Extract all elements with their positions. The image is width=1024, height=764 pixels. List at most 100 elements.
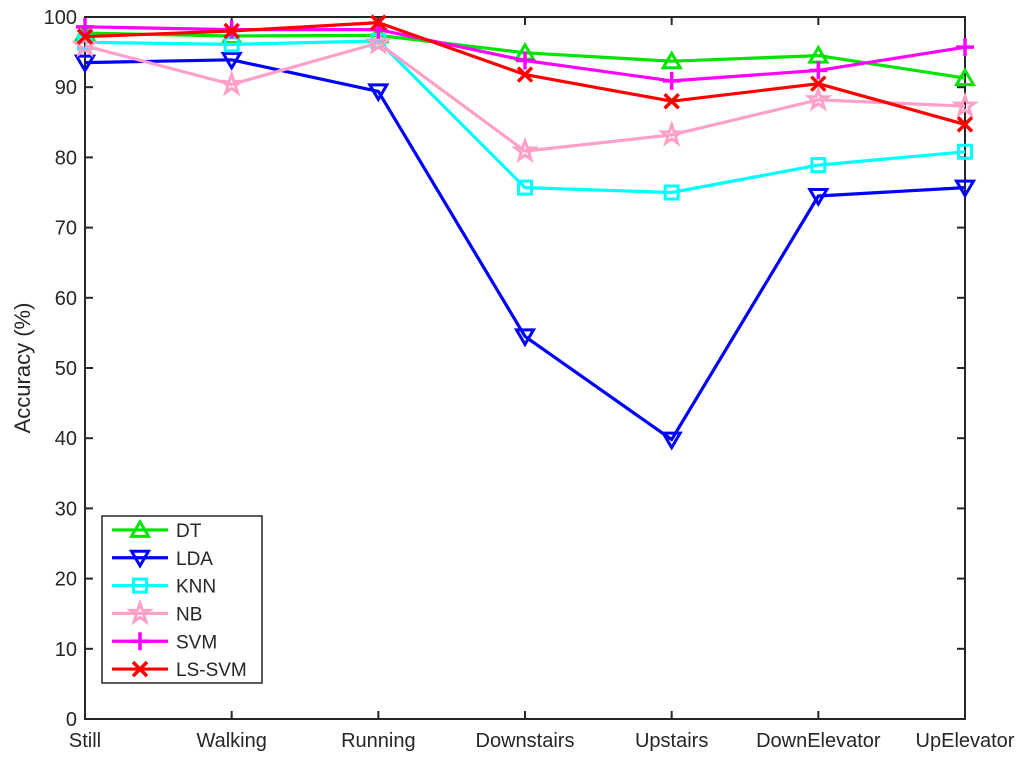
square-shape <box>517 179 533 196</box>
triangle-down-marker <box>128 549 152 569</box>
triangle-down-marker <box>220 51 243 71</box>
y-tick-label: 70 <box>55 218 77 240</box>
y-tick-label: 20 <box>55 569 77 591</box>
legend-label-LS-SVM: LS-SVM <box>176 660 247 681</box>
y-axis-label: Accuracy (%) <box>10 303 35 434</box>
plus-marker <box>809 61 828 80</box>
y-tick-label: 30 <box>55 498 77 520</box>
x-tick-label: Still <box>69 730 101 752</box>
plus-shape <box>516 51 534 70</box>
triangle-down-shape <box>807 188 830 207</box>
x-tick-label: Running <box>341 730 416 752</box>
plus-shape <box>131 632 149 651</box>
x-marker <box>76 28 94 45</box>
x-shape <box>516 66 534 83</box>
triangle-down-marker <box>953 179 977 199</box>
y-tick-label: 50 <box>55 358 77 380</box>
star-shape <box>657 120 686 147</box>
square-shape <box>810 157 827 174</box>
x-shape <box>223 22 240 40</box>
triangle-down-marker <box>513 328 537 348</box>
x-tick-label: UpElevator <box>916 730 1015 752</box>
star-marker <box>951 91 979 118</box>
star-shape <box>217 69 246 97</box>
square-marker <box>517 179 533 196</box>
y-tick-label: 90 <box>55 77 77 99</box>
x-marker <box>663 93 680 110</box>
legend-label-LDA: LDA <box>176 549 213 570</box>
star-shape <box>951 91 979 118</box>
star-marker <box>364 28 393 55</box>
triangle-down-shape <box>128 549 152 569</box>
y-tick-label: 0 <box>66 709 77 731</box>
triangle-up-marker <box>953 67 977 87</box>
series-line-NB <box>84 41 966 153</box>
y-tick-label: 80 <box>55 147 77 169</box>
series-line-KNN <box>84 39 966 195</box>
series-line-LDA <box>84 58 966 442</box>
x-marker <box>516 66 534 83</box>
x-marker <box>223 22 240 40</box>
star-marker <box>217 69 246 97</box>
plus-marker <box>131 632 149 651</box>
triangle-down-shape <box>953 179 977 199</box>
x-marker <box>956 116 974 133</box>
triangle-up-marker <box>128 518 152 538</box>
x-tick-label: Upstairs <box>635 730 708 752</box>
triangle-down-shape <box>660 431 683 451</box>
y-tick-label: 40 <box>55 428 77 450</box>
x-tick-label: DownElevator <box>756 730 881 752</box>
triangle-up-shape <box>660 50 683 70</box>
legend-box <box>101 515 263 684</box>
square-marker <box>132 577 148 594</box>
plus-marker <box>516 51 534 70</box>
star-marker <box>126 598 154 626</box>
square-marker <box>957 143 973 160</box>
triangle-down-marker <box>807 188 830 207</box>
star-shape <box>364 28 393 55</box>
x-shape <box>131 660 149 678</box>
x-shape <box>663 93 680 110</box>
square-shape <box>663 184 680 201</box>
star-marker <box>511 136 539 163</box>
triangle-up-shape <box>953 67 977 87</box>
x-shape <box>370 14 387 31</box>
triangle-down-marker <box>660 431 683 451</box>
x-shape <box>956 116 974 133</box>
x-tick-label: Downstairs <box>476 730 575 752</box>
legend-label-KNN: KNN <box>176 577 216 598</box>
triangle-down-shape <box>367 83 390 103</box>
square-marker <box>663 184 680 201</box>
plus-marker <box>662 71 681 90</box>
x-shape <box>810 75 827 92</box>
star-shape <box>511 136 539 163</box>
plus-marker <box>956 38 974 57</box>
square-marker <box>810 157 827 174</box>
legend-label-NB: NB <box>176 604 202 625</box>
y-tick-label: 60 <box>55 288 77 310</box>
star-shape <box>804 85 833 112</box>
legend-label-DT: DT <box>176 521 202 542</box>
x-marker <box>810 75 827 92</box>
plus-shape <box>662 71 681 90</box>
legend-label-SVM: SVM <box>176 632 217 653</box>
x-marker <box>131 660 149 678</box>
triangle-up-marker <box>660 50 683 70</box>
star-marker <box>804 85 833 112</box>
triangle-up-shape <box>128 518 152 538</box>
plus-marker <box>76 17 94 36</box>
triangle-down-shape <box>513 328 537 348</box>
plus-shape <box>809 61 828 80</box>
y-tick-label: 100 <box>44 7 77 29</box>
x-tick-label: Walking <box>196 730 266 752</box>
x-shape <box>76 28 94 45</box>
square-shape <box>132 577 148 594</box>
star-shape <box>126 598 154 626</box>
triangle-down-shape <box>220 51 243 71</box>
square-shape <box>957 143 973 160</box>
triangle-down-shape <box>73 54 97 74</box>
triangle-down-marker <box>73 54 97 74</box>
plus-shape <box>956 38 974 57</box>
